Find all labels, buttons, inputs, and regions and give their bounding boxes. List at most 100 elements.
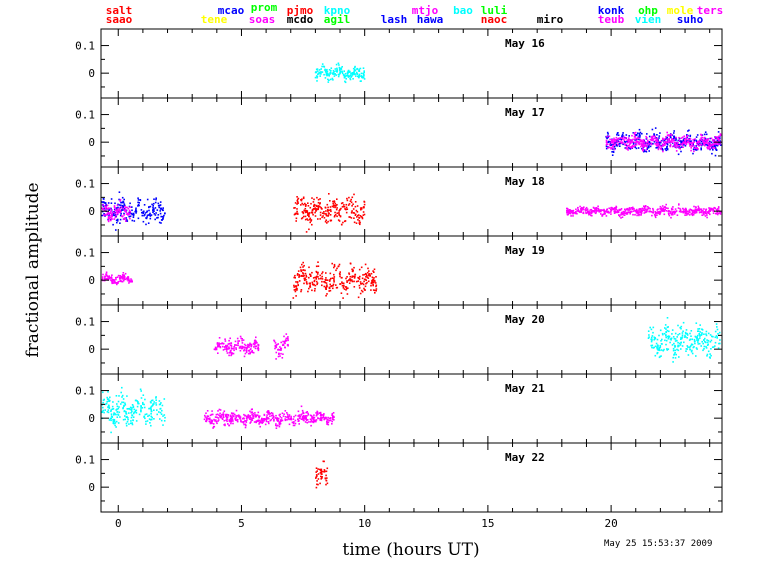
data-point-5-2-14 <box>274 342 277 344</box>
data-point-3-4-445 <box>617 210 620 213</box>
data-point-3-3-27 <box>354 205 357 208</box>
data-point-1-1-146 <box>329 73 331 75</box>
data-point-4-1-18 <box>118 276 121 279</box>
data-point-3-4-284 <box>683 209 685 211</box>
data-point-2-1-73 <box>666 142 669 145</box>
data-point-4-2-50 <box>333 265 336 267</box>
data-point-4-2-243 <box>351 280 354 283</box>
data-point-3-4-240 <box>708 207 710 209</box>
data-point-6-2-415 <box>208 420 211 423</box>
data-point-1-1-78 <box>330 78 332 81</box>
data-point-6-2-203 <box>302 415 305 418</box>
data-point-7-1-5 <box>326 482 329 485</box>
data-point-5-3-143 <box>676 348 678 351</box>
data-point-2-2-216 <box>635 141 638 144</box>
data-point-4-1-46 <box>119 275 122 277</box>
data-point-3-1-212 <box>120 213 122 215</box>
data-point-3-1-14 <box>137 205 139 207</box>
data-point-2-2-42 <box>656 145 658 147</box>
data-point-6-2-262 <box>263 414 266 416</box>
data-point-2-1-379 <box>678 137 681 140</box>
data-point-6-2-306 <box>276 418 279 420</box>
data-point-1-1-137 <box>315 68 318 71</box>
data-point-3-1-37 <box>110 207 112 210</box>
data-point-3-3-137 <box>345 206 348 209</box>
data-point-2-2-128 <box>634 131 637 134</box>
data-point-6-2-316 <box>265 419 268 421</box>
data-point-2-1-136 <box>625 134 628 136</box>
data-point-2-1-419 <box>643 150 645 153</box>
data-point-6-2-475 <box>331 413 334 415</box>
data-point-3-3-204 <box>312 213 314 216</box>
data-point-5-3-101 <box>703 345 706 348</box>
data-point-5-3-217 <box>664 339 666 342</box>
data-point-6-1-178 <box>113 414 115 416</box>
data-point-5-1-40 <box>257 346 259 349</box>
timestamp-label: May 25 15:53:37 2009 <box>604 539 712 549</box>
data-point-3-3-18 <box>346 199 349 202</box>
data-point-3-1-36 <box>103 213 105 215</box>
data-point-3-4-210 <box>635 210 638 213</box>
data-point-4-2-142 <box>373 281 375 284</box>
data-point-6-2-23 <box>319 419 322 421</box>
data-point-3-2-104 <box>108 212 110 214</box>
data-point-4-2-216 <box>321 284 323 287</box>
data-point-3-3-39 <box>353 217 355 219</box>
data-point-3-3-206 <box>354 214 357 216</box>
data-point-6-1-127 <box>129 406 132 409</box>
data-point-3-4-206 <box>673 213 676 215</box>
legend-entry-konk: konk <box>598 4 625 17</box>
data-point-2-1-393 <box>653 141 656 143</box>
data-point-3-2-99 <box>119 210 122 213</box>
data-point-1-1-86 <box>334 68 337 70</box>
data-point-4-2-189 <box>339 273 341 276</box>
data-point-3-4-324 <box>584 208 587 210</box>
data-point-3-4-431 <box>613 210 615 213</box>
data-point-6-1-192 <box>115 395 118 397</box>
data-point-5-3-171 <box>657 346 659 348</box>
data-point-4-1-6 <box>131 279 133 282</box>
data-point-5-1-100 <box>225 350 228 352</box>
data-point-6-1-34 <box>112 418 114 421</box>
data-point-3-4-270 <box>685 208 687 211</box>
data-point-6-2-326 <box>310 424 312 427</box>
data-point-2-2-16 <box>628 138 630 141</box>
legend-entry-ohp: ohp <box>638 4 658 17</box>
data-point-2-1-279 <box>645 138 648 140</box>
data-point-3-2-17 <box>128 209 131 212</box>
data-point-5-3-66 <box>671 344 674 346</box>
data-point-6-2-468 <box>243 423 245 426</box>
data-point-5-1-77 <box>250 351 253 353</box>
data-point-6-2-269 <box>300 418 303 420</box>
data-point-1-1-37 <box>340 67 342 69</box>
data-point-6-2-349 <box>283 413 285 415</box>
data-point-1-1-112 <box>324 69 326 72</box>
y-axis-label: fractional amplitude <box>23 182 43 357</box>
data-point-3-3-216 <box>338 212 340 214</box>
data-point-4-2-273 <box>326 285 328 288</box>
data-point-5-3-135 <box>655 342 658 345</box>
data-point-2-2-367 <box>666 138 668 141</box>
data-point-6-1-115 <box>110 419 112 422</box>
data-point-6-2-182 <box>245 424 247 427</box>
data-point-2-2-353 <box>630 142 632 144</box>
data-point-6-2-13 <box>278 425 281 428</box>
data-point-5-3-214 <box>674 332 677 335</box>
data-point-2-2-163 <box>611 140 614 142</box>
data-point-4-2-168 <box>305 281 308 283</box>
data-point-6-2-391 <box>249 416 252 419</box>
data-point-2-1-25 <box>700 140 703 143</box>
data-point-6-2-237 <box>275 417 278 419</box>
data-point-5-3-255 <box>681 336 684 338</box>
legend-entry-mtjo: mtjo <box>412 4 439 17</box>
data-point-5-3-169 <box>652 331 654 334</box>
data-point-1-1-176 <box>351 73 354 75</box>
data-point-3-4-297 <box>709 213 711 216</box>
data-point-4-2-184 <box>343 284 345 287</box>
data-point-6-1-27 <box>156 413 158 416</box>
data-point-3-3-163 <box>360 208 363 210</box>
panel-frame-3 <box>100 166 723 237</box>
data-point-3-3-172 <box>351 205 353 207</box>
data-point-6-1-105 <box>113 418 116 421</box>
data-point-3-2-54 <box>114 209 117 212</box>
